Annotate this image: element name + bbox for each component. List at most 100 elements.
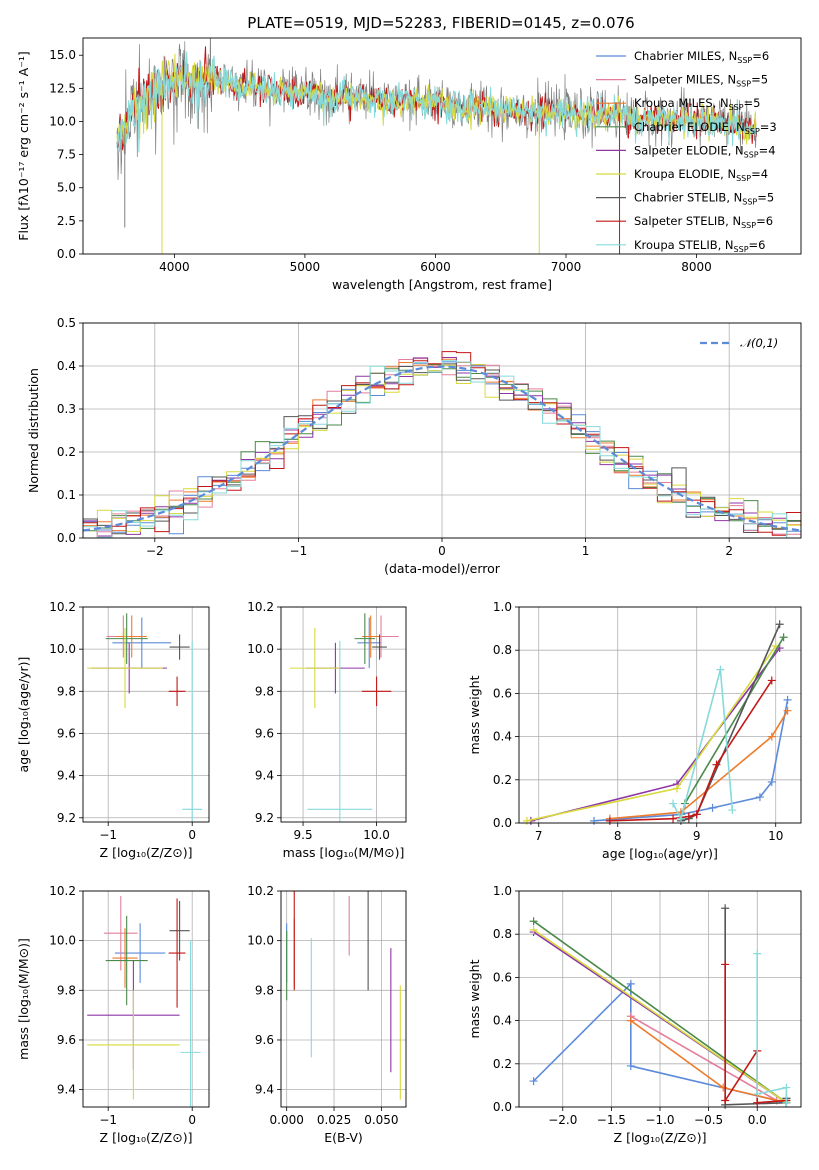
y-axis-label: Normed distribution <box>26 368 41 493</box>
y-tick-label: 0.4 <box>493 1014 512 1028</box>
weight-marker <box>782 1083 791 1092</box>
legend-label: Chabrier MILES, NSSP=6 <box>634 49 769 65</box>
y-tick-label: 1.0 <box>493 884 512 898</box>
x-tick-label: 8000 <box>681 260 712 274</box>
x-axis-label: Z [log₁₀(Z/Z⊙)] <box>100 1130 193 1145</box>
grid <box>519 890 801 1108</box>
y-tick-label: 0.5 <box>57 316 76 330</box>
y-tick-label: 9.4 <box>57 769 76 783</box>
x-tick-label: 10.0 <box>363 828 390 842</box>
histogram-axes: −2 −1 0 1 2 0.0 0.1 0.2 0.3 0.4 0.5 (data-model)/er… <box>26 316 802 576</box>
y-tick-label: 10.2 <box>49 884 76 898</box>
weight-marker <box>669 799 678 808</box>
y-tick-label: 12.5 <box>49 81 76 95</box>
plot-frame <box>82 606 210 823</box>
weight-line <box>533 929 787 1104</box>
y-tick-label: 10.2 <box>247 600 274 614</box>
error-bars <box>289 613 399 822</box>
x-tick-label: 0.000 <box>270 1113 304 1127</box>
y-tick-label: 10.0 <box>247 642 274 656</box>
y-tick-label: 9.2 <box>255 811 274 825</box>
x-axis-label: age [log₁₀(age/yr)] <box>602 846 718 861</box>
weight-marker <box>605 816 614 825</box>
age-vs-metallicity-panel: −1 0 9.2 9.4 9.6 9.8 10.0 10.2 Z [log₁₀(Z/Z⊙)] ag… <box>16 600 210 860</box>
y-tick-label: 10.0 <box>49 114 76 128</box>
y-tick-label: 9.8 <box>57 983 76 997</box>
weight-marker <box>721 960 730 969</box>
spectrum-legend: Chabrier MILES, NSSP=6 Salpeter MILES, NS… <box>596 49 777 254</box>
y-tick-label: 0.2 <box>493 773 512 787</box>
weight-marker <box>529 917 538 926</box>
weight-marker <box>708 803 717 812</box>
series-lines <box>529 904 791 1109</box>
x-tick-label: 7 <box>535 829 543 843</box>
weight-line <box>680 636 785 819</box>
weight-marker <box>721 904 730 913</box>
y-tick-label: 0.0 <box>493 816 512 830</box>
x-tick-label: 9.5 <box>294 828 313 842</box>
weight-marker <box>753 1098 762 1107</box>
weight-line <box>672 669 734 821</box>
x-tick-label: 0 <box>188 1113 196 1127</box>
axes: 9.5 10.0 9.2 9.4 9.6 9.8 10.0 10.2 mass [log₁₀(M… <box>247 600 407 860</box>
weight-marker <box>783 695 792 704</box>
legend-label: Chabrier STELIB, NSSP=5 <box>634 191 774 207</box>
weight-marker <box>782 1098 791 1107</box>
legend-label: 𝒩(0,1) <box>740 336 778 350</box>
y-tick-label: 9.6 <box>57 1033 76 1047</box>
y-tick-label: 5.0 <box>57 181 76 195</box>
legend-label: Salpeter ELODIE, NSSP=4 <box>634 143 776 159</box>
y-tick-label: 9.8 <box>255 684 274 698</box>
weight-marker <box>676 814 685 823</box>
weight-line <box>526 645 777 822</box>
y-tick-label: 10.2 <box>49 600 76 614</box>
weight-line <box>756 953 788 1103</box>
y-axis-label: mass [log₁₀(M/M⊙)] <box>16 938 31 1060</box>
y-tick-label: 9.2 <box>57 811 76 825</box>
weight-marker <box>767 732 776 741</box>
weight-marker <box>728 806 737 815</box>
y-tick-label: 0.2 <box>493 1057 512 1071</box>
x-tick-label: 2 <box>725 544 733 558</box>
y-tick-label: 0.0 <box>57 247 76 261</box>
y-tick-label: 0.6 <box>493 970 512 984</box>
y-tick-label: 10.0 <box>49 642 76 656</box>
x-axis-label: mass [log₁₀(M/M⊙)] <box>283 845 405 860</box>
plot-frame <box>82 37 802 255</box>
y-tick-label: 9.6 <box>255 726 274 740</box>
y-tick-label: 1.0 <box>493 600 512 614</box>
y-axis-label: Flux [fλ10⁻¹⁷ erg cm⁻² s⁻¹ A⁻¹] <box>16 51 31 240</box>
spectrum-plot-area <box>116 38 757 254</box>
model-spectrum <box>116 51 757 153</box>
histogram-legend: 𝒩(0,1) <box>700 336 778 350</box>
y-axis-label: mass weight <box>467 675 482 754</box>
x-tick-label: 0 <box>188 828 196 842</box>
weight-marker <box>529 1077 538 1086</box>
weight-marker <box>684 812 693 821</box>
x-tick-label: −1.0 <box>645 1113 674 1127</box>
weight-marker <box>775 620 784 629</box>
y-tick-label: 0.6 <box>493 686 512 700</box>
y-tick-label: 9.4 <box>255 1083 274 1097</box>
axes: 0.000 0.025 0.050 9.4 9.6 9.8 10.0 10.2 E(B-V) <box>247 884 407 1145</box>
x-tick-label: −2 <box>146 544 164 558</box>
x-tick-label: −1 <box>99 1113 117 1127</box>
weight-marker <box>779 633 788 642</box>
x-tick-label: 0.050 <box>364 1113 398 1127</box>
x-axis-label: wavelength [Angstrom, rest frame] <box>332 277 552 292</box>
x-tick-label: −1 <box>99 828 117 842</box>
x-axis-label: (data-model)/error <box>384 561 501 576</box>
plot-frame <box>280 606 407 823</box>
x-axis-label: Z [log₁₀(Z/Z⊙)] <box>614 1130 707 1145</box>
legend-label: Kroupa STELIB, NSSP=6 <box>634 238 765 254</box>
y-tick-label: 7.5 <box>57 148 76 162</box>
x-tick-label: 1 <box>582 544 590 558</box>
y-tick-label: 9.4 <box>255 769 274 783</box>
plot-frame <box>82 890 210 1108</box>
weight-marker <box>767 676 776 685</box>
x-tick-label: −0.5 <box>694 1113 723 1127</box>
x-tick-label: 10 <box>768 829 783 843</box>
weight-marker <box>626 1016 635 1025</box>
legend-label: Salpeter MILES, NSSP=5 <box>634 73 768 89</box>
y-tick-label: 0.2 <box>57 445 76 459</box>
